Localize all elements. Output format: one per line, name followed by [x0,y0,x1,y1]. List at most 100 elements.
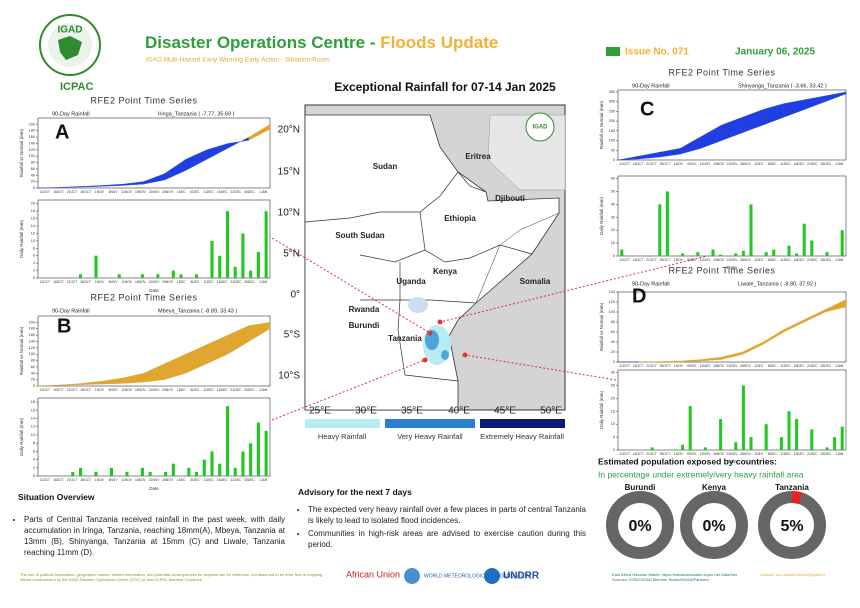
date-tick: 1JAN [835,162,844,166]
date-tick: 21OCT [646,162,657,166]
daily-bar [249,443,253,476]
date-tick: 26DEC [244,478,255,482]
title-main: Disaster Operations Centre - [145,33,376,52]
list: The expected very heavy rainfall over a … [296,504,586,550]
daily-bar [202,459,206,476]
bullet: Communities in high-risk areas are advis… [308,528,586,550]
exposure-title: Estimated population exposed by countrie… [598,456,777,466]
date-tick: 6NOV [687,452,697,456]
border [457,171,487,193]
date-tick: 26NOV [162,388,174,392]
daily-bar [109,467,114,476]
date-tick: 16NOV [713,364,725,368]
lake [408,297,428,313]
date-tick: 11DEC [780,364,791,368]
y-tick-label: 0 [613,158,615,162]
daily-bar [218,463,222,476]
date-tick: 16OCT [633,364,644,368]
date-tick: 21DEC [807,452,818,456]
y-tick-label: 4 [33,261,35,265]
lon-label: 45°E [494,406,516,417]
daily-bar [795,253,799,256]
daily-bar [78,274,83,278]
plot-frame [37,117,271,189]
daily-bar [696,252,700,256]
panel-location: Shinyanga_Tanzania ( -3.66, 33.42 ) [738,83,827,89]
daily-bar [703,447,707,450]
date-tick: 26OCT [660,162,671,166]
y-tick-label: 10 [31,239,35,243]
daily-bar [249,270,253,278]
y-tick-label: 100 [609,139,615,143]
x-axis-label: Date [149,486,159,491]
legend-swatch [305,419,380,428]
daily-bar [825,447,829,450]
date-tick: 11OCT [40,190,50,194]
date-tick: 21NOV [727,162,739,166]
daily-bar [194,471,199,476]
date-tick: 1DEC [177,388,186,392]
daily-bar [833,437,837,450]
country-label: Sudan [373,162,398,171]
y-tick-label: 0 [33,474,35,478]
date-tick: 26OCT [660,258,671,262]
y-tick-label: 60 [31,365,35,369]
date-tick: 16DEC [217,478,228,482]
date-tick: 26OCT [80,478,91,482]
date-tick: 16DEC [217,388,228,392]
date-tick: 26NOV [162,190,174,194]
daily-bar [810,429,814,450]
org: ICPAC [60,81,93,93]
y-tick-label: 50 [611,148,615,152]
date-tick: 11NOV [700,258,711,262]
date-tick: 1JAN [259,388,268,392]
daily-bar [802,223,806,256]
y-axis-label: Rainfall vs Normal (mm) [599,100,604,149]
legend-swatch [385,419,475,428]
panel-letter: B [57,315,71,337]
country-label: Tanzania [388,334,422,343]
country-label: Rwanda [349,305,380,314]
map-title: Exceptional Rainfall for 07-14 Jan 2025 [334,80,556,94]
daily-bar [787,411,791,450]
y-tick-label: 15 [611,409,615,413]
leader [271,359,426,421]
date-tick: 26NOV [162,280,174,284]
situation-text: Parts of Central Tanzania received rainf… [12,514,285,560]
y-tick-label: 2 [33,466,35,470]
date-tick: 6DEC [768,162,777,166]
date-tick: 21OCT [646,452,657,456]
date-tick: 6DEC [191,190,200,194]
date-tick: 21DEC [231,478,242,482]
y-tick-label: 350 [609,90,615,94]
daily-bar [179,274,183,278]
date-tick: 26NOV [162,478,174,482]
daily-bar [734,442,738,450]
daily-bar [749,204,753,256]
date-tick: 11OCT [40,280,50,284]
country-label: Burundi [349,321,380,330]
legend-label: Extremely Heavy Rainfall [480,432,564,441]
y-tick-label: 150 [609,129,615,133]
country-label: Eritrea [465,152,491,161]
date-tick: 1DEC [754,162,763,166]
border [475,212,560,304]
date-tick: 11NOV [121,280,132,284]
date-tick: 26NOV [740,162,752,166]
y-tick-label: 20 [31,180,35,184]
date-tick: 1JAN [259,478,268,482]
daily-bar [810,240,814,256]
date-tick: 11OCT [40,388,50,392]
date-tick: 21OCT [67,280,78,284]
date-tick: 1NOV [674,452,684,456]
y-axis-label: Rainfall vs Normal (mm) [19,128,24,177]
legend-label: Heavy Rainfall [318,432,367,441]
country-label: South Sudan [335,231,384,240]
daily-bar [218,255,222,278]
donut-label: 0% [628,518,651,535]
leader [261,231,431,334]
daily-bar [681,444,685,450]
date-tick: 1NOV [674,162,684,166]
wmo-logo [404,568,420,584]
daily-bar [78,467,83,476]
